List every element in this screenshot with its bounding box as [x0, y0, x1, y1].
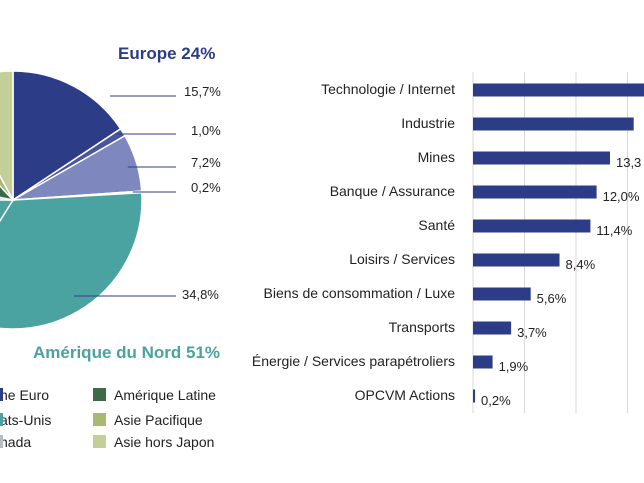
pie-label-7-2: 7,2%	[191, 155, 221, 170]
bar-label-transports: Transports	[388, 319, 455, 335]
bar-1	[473, 117, 634, 131]
bar-0	[473, 83, 644, 97]
bar-label-industrie: Industrie	[401, 115, 455, 131]
legend-swatch	[0, 413, 3, 426]
bar-label-energie: Énergie / Services parapétroliers	[251, 353, 455, 369]
bar-label-biens: Biens de consommation / Luxe	[263, 285, 455, 301]
bar-3	[473, 185, 597, 199]
bar-label-mines: Mines	[417, 149, 455, 165]
bar-6	[473, 287, 531, 301]
legend-swatch	[0, 388, 3, 401]
bar-value-banque: 12,0%	[602, 189, 640, 204]
pie-label-34-8: 34,8%	[182, 287, 219, 302]
pie-label-0-2: 0,2%	[191, 180, 221, 195]
other-slice-3	[0, 70, 14, 201]
bar-label-technologie: Technologie / Internet	[321, 81, 455, 97]
legend-swatch-asie-pacifique	[93, 413, 106, 426]
legend-item-asie-pacifique: Asie Pacifique	[114, 412, 203, 428]
bar-value-biens: 5,6%	[536, 291, 567, 306]
bar-value-loisirs: 8,4%	[565, 257, 596, 272]
legend-item-asie-hors-japon: Asie hors Japon	[114, 434, 215, 450]
americas-slice-2	[0, 199, 15, 223]
legend-item-amerique-latine: Amérique Latine	[114, 387, 216, 403]
pie-leader-lines	[74, 95, 176, 297]
pie-label-15-7: 15,7%	[184, 84, 221, 99]
americas-slice-1	[0, 191, 143, 330]
bar-label-opcvm: OPCVM Actions	[354, 387, 455, 403]
bar-value-mines: 13,3	[615, 155, 642, 170]
bar-5	[473, 253, 560, 267]
legend-item-zone-euro: ne Euro	[0, 387, 50, 403]
bar-label-loisirs: Loisirs / Services	[349, 251, 455, 267]
bar-4	[473, 219, 591, 233]
europe-title: Europe 24%	[118, 44, 216, 63]
legend-swatch	[0, 435, 3, 448]
bar-2	[473, 151, 610, 165]
europe-slice-1	[12, 70, 122, 202]
bar-7	[473, 321, 512, 335]
bar-value-transports: 3,7%	[517, 325, 547, 340]
bar-bars	[473, 83, 644, 403]
legend-swatch-amerique-latine	[93, 388, 106, 401]
bar-8	[473, 355, 493, 369]
pie-label-1-0: 1,0%	[191, 123, 221, 138]
bar-value-opcvm: 0,2%	[481, 393, 511, 408]
bar-value-energie: 1,9%	[498, 359, 529, 374]
legend-item-canada: nada	[0, 434, 32, 450]
legend-swatch-asie-hors-japon	[93, 435, 106, 448]
bar-value-sante: 11,4%	[596, 223, 633, 238]
bar-9	[473, 389, 476, 403]
legend-item-etats-unis: ats-Unis	[0, 412, 52, 428]
americas-title: Amérique du Nord 51%	[33, 343, 221, 362]
pie-slices	[0, 70, 143, 330]
bar-label-banque: Banque / Assurance	[329, 183, 455, 199]
bar-label-sante: Santé	[418, 217, 455, 233]
